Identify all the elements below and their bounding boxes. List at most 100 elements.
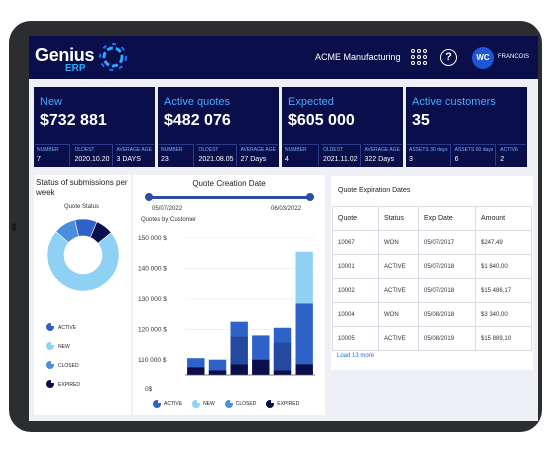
date-range-end-handle[interactable] — [306, 193, 314, 201]
donut-title: Quote Status — [64, 204, 100, 210]
logo-mark-icon — [99, 43, 127, 71]
legend-swatch — [153, 399, 162, 408]
legend-label: EXPIRED — [277, 401, 300, 407]
date-range-start-handle[interactable] — [145, 193, 153, 201]
legend-item-new[interactable]: NEW — [192, 399, 215, 408]
kpi-meta-value: 2020.10.20 — [74, 156, 110, 163]
bar-expired[interactable] — [295, 364, 313, 375]
column-header[interactable]: Amount — [475, 206, 532, 231]
table-cell: $15 486,17 — [475, 278, 532, 303]
kpi-meta: NUMBER 23 OLDEST 2021.08.05 AVERAGE AGE 27 … — [159, 144, 278, 166]
table-cell: $15 889,10 — [475, 326, 532, 351]
table-cell: 10004 — [332, 302, 379, 327]
logo-text: Genius — [35, 45, 95, 65]
kpi-meta-value: 6 — [454, 156, 459, 163]
top-bar: Genius ERP ACME Manufacturing ? WC FRANC… — [29, 36, 538, 79]
kpi-meta-label: NUMBER — [37, 147, 59, 153]
date-range-track[interactable] — [148, 196, 311, 199]
kpi-meta-label: OLDEST — [198, 147, 219, 153]
bar-expired[interactable] — [252, 359, 270, 375]
kpi-title: Active quotes — [164, 96, 231, 108]
user-name[interactable]: FRANCOIS — [498, 54, 530, 60]
y-tick-label: 140 000 $ — [138, 265, 167, 272]
legend-label: CLOSED — [235, 401, 257, 407]
table-row[interactable]: 10002 ACTIVE 05/07/2018 $15 486,17 — [332, 278, 532, 303]
app-screen: Genius ERP ACME Manufacturing ? WC FRANC… — [29, 36, 538, 421]
table-cell: 05/07/2017 — [418, 230, 476, 255]
column-header[interactable]: Quote — [332, 206, 379, 231]
quote-status-donut[interactable] — [46, 218, 120, 292]
kpi-meta-value: 3 — [409, 156, 413, 163]
kpi-value: $732 881 — [40, 112, 107, 129]
column-header[interactable]: Status — [378, 206, 419, 231]
expiration-table: Quote Status Exp Date Amount 10067 WON 05/… — [332, 206, 532, 351]
tablet-frame: Genius ERP ACME Manufacturing ? WC FRANC… — [9, 21, 542, 432]
help-icon[interactable]: ? — [440, 49, 457, 66]
bar-active[interactable] — [295, 303, 313, 375]
donut-slice-new[interactable] — [46, 231, 120, 292]
bar-active-shade — [273, 342, 292, 371]
quotes-by-customer-chart[interactable]: 150 000 $ 140 000 $ 130 000 $ 120 000 $ 110 … — [133, 225, 325, 395]
legend-label: NEW — [203, 401, 215, 407]
table-cell: $247,49 — [475, 230, 532, 255]
bar-expired[interactable] — [230, 364, 248, 375]
kpi-meta-label: NUMBER — [285, 147, 307, 153]
table-row[interactable]: 10067 WON 05/07/2017 $247,49 — [332, 230, 532, 255]
legend-label: CLOSED — [58, 363, 79, 369]
legend-label: NEW — [58, 344, 70, 350]
y-tick-label: 110 000 $ — [138, 357, 167, 364]
bar-expired[interactable] — [187, 367, 205, 375]
kpi-card-active-customers[interactable]: Active customers 35 ASSETS 30 days 3 ASSE… — [406, 87, 527, 167]
bar-expired[interactable] — [273, 370, 292, 375]
avatar[interactable]: WC — [472, 47, 494, 69]
legend-item-active[interactable]: ACTIVE — [153, 399, 182, 408]
kpi-meta-label: AVERAGE AGE — [240, 147, 276, 153]
kpi-meta-label: OLDEST — [323, 147, 344, 153]
table-cell: 05/08/2018 — [418, 302, 476, 327]
bar-expired[interactable] — [208, 370, 227, 375]
table-row[interactable]: 10005 ACTIVE 05/08/2019 $15 889,10 — [332, 326, 532, 351]
kpi-meta-label: NUMBER — [161, 147, 183, 153]
column-header[interactable]: Exp Date — [418, 206, 476, 231]
kpi-meta: ASSETS 30 days 3 ASSETS 60 days 6 ACTIVE 2 — [407, 144, 526, 166]
kpi-meta-value: 3 DAYS — [116, 156, 141, 163]
tablet-camera — [12, 223, 16, 231]
apps-grid-icon[interactable] — [411, 49, 427, 65]
kpi-title: New — [40, 96, 63, 108]
kpi-meta-label: ACTIVE — [500, 147, 519, 153]
load-more-link[interactable]: Load 13 more — [337, 353, 375, 359]
legend-item-closed[interactable]: CLOSED — [224, 399, 257, 408]
table-cell: ACTIVE — [378, 254, 419, 279]
table-cell: 10005 — [332, 326, 379, 351]
y-tick-label: 120 000 $ — [138, 326, 167, 333]
kpi-card-active-quotes[interactable]: Active quotes $482 076 NUMBER 23 OLDEST 20… — [158, 87, 279, 167]
company-name[interactable]: ACME Manufacturing — [315, 52, 401, 62]
kpi-card-expected[interactable]: Expected $605 000 NUMBER 4 OLDEST 2021.11.… — [282, 87, 403, 167]
y-tick-label: 130 000 $ — [138, 296, 167, 303]
panel-title: Quote Creation Date — [192, 179, 266, 188]
bar-active-shade — [230, 336, 248, 365]
kpi-meta-label: OLDEST — [74, 147, 95, 153]
kpi-meta: NUMBER 4 OLDEST 2021.11.02 AVERAGE AGE 322 … — [283, 144, 402, 166]
panel-title: Quote Expiration Dates — [338, 187, 411, 194]
kpi-meta-value: 322 Days — [364, 156, 395, 163]
table-cell: 10067 — [332, 230, 379, 255]
kpi-value: $482 076 — [164, 112, 231, 129]
date-range-end: 06/03/2022 — [271, 206, 302, 212]
table-row[interactable]: 10004 WON 05/08/2018 $3 340,00 — [332, 302, 532, 327]
y-tick-label: 0$ — [145, 386, 153, 393]
legend-swatch — [266, 399, 276, 408]
table-cell: 05/08/2019 — [418, 326, 476, 351]
table-cell: ACTIVE — [378, 326, 419, 351]
quote-creation-panel: Quote Creation Date 05/07/2022 06/03/202… — [133, 175, 325, 415]
status-panel: Status of submissions per week Quote Sta… — [34, 175, 131, 415]
legend-item-expired[interactable]: EXPIRED — [266, 399, 300, 408]
kpi-meta-value: 4 — [285, 156, 289, 163]
kpi-title: Expected — [288, 96, 334, 108]
kpi-card-new[interactable]: New $732 881 NUMBER 7 OLDEST 2020.10.20 AV… — [34, 87, 155, 167]
table-cell: WON — [378, 302, 419, 327]
table-row[interactable]: 10001 ACTIVE 05/07/2018 $1 840,00 — [332, 254, 532, 279]
donut-slice-expired[interactable] — [89, 221, 112, 244]
kpi-meta-value: 23 — [161, 156, 169, 163]
legend-label: ACTIVE — [58, 325, 77, 331]
